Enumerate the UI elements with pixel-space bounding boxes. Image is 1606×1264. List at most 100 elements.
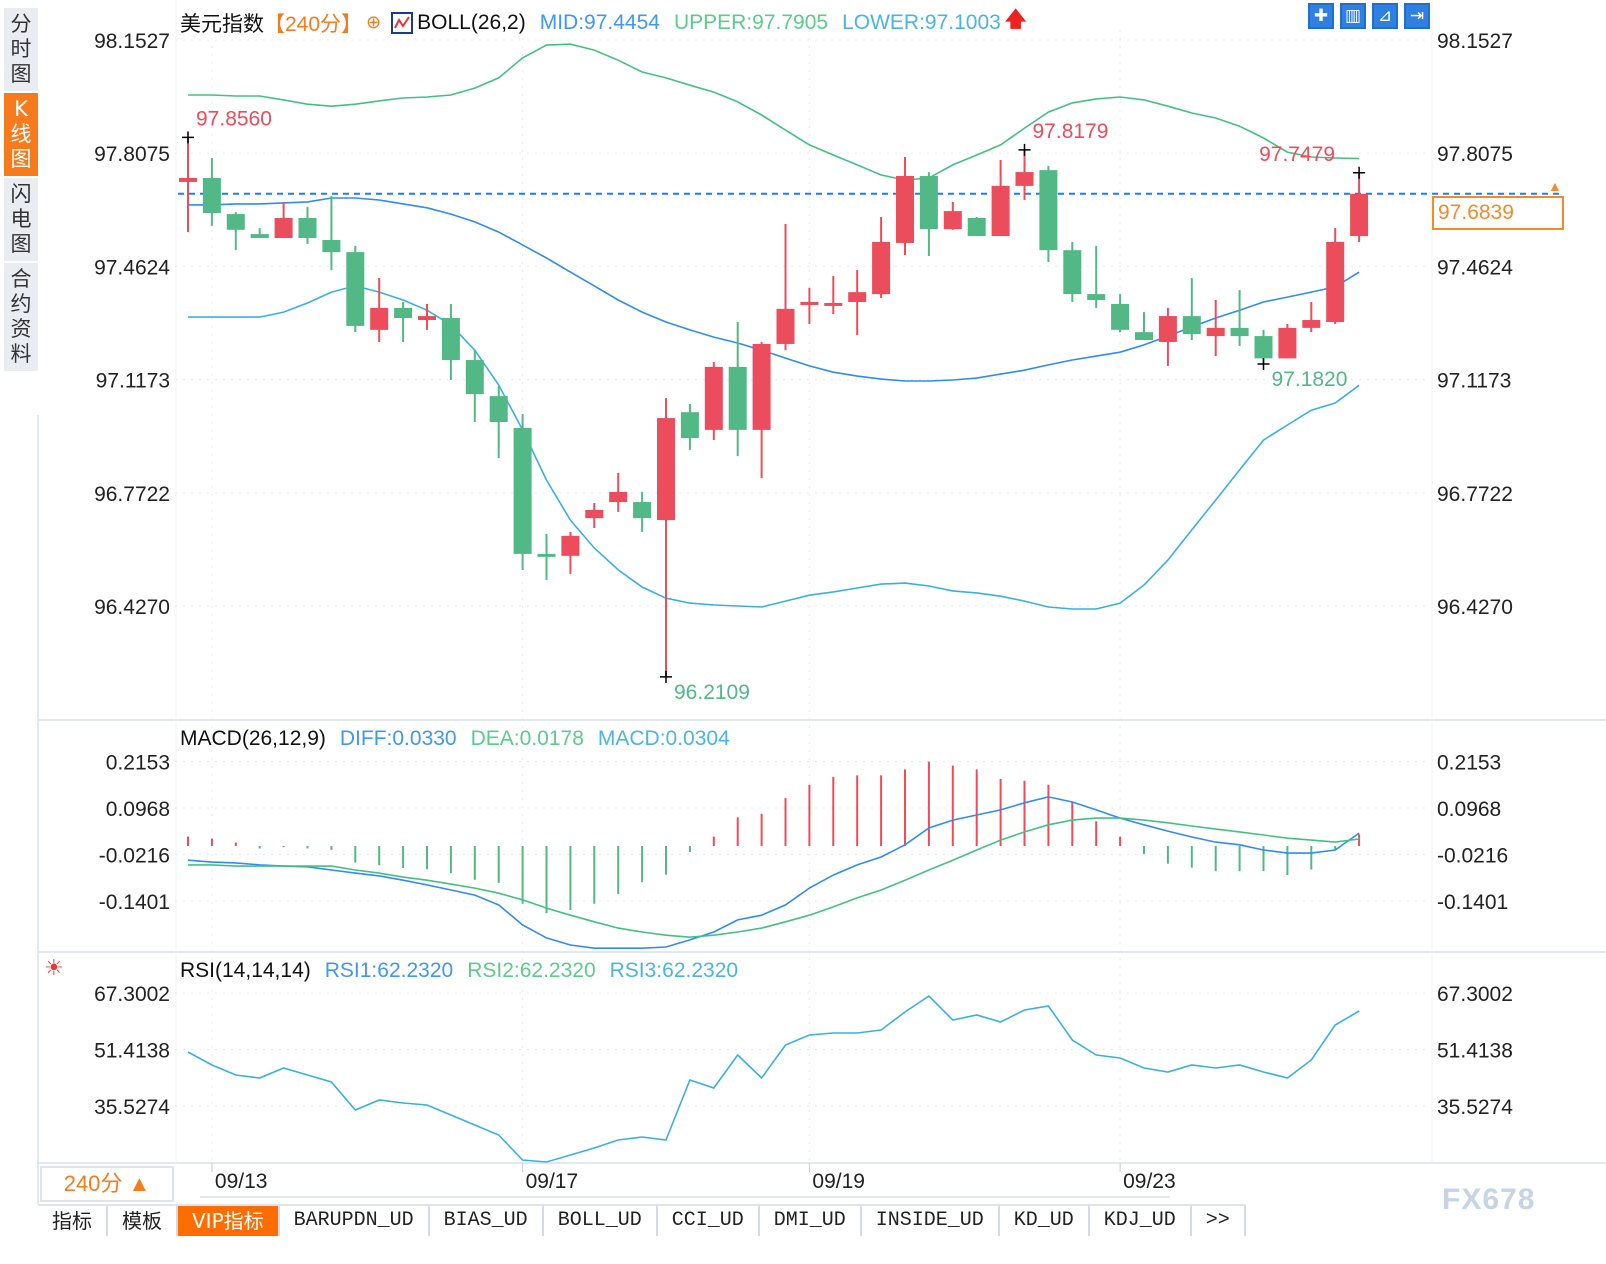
candle-body xyxy=(752,343,771,430)
candle xyxy=(1302,301,1321,333)
tab-boll[interactable]: BOLL_UD xyxy=(544,1206,658,1236)
chart-icon[interactable] xyxy=(391,11,414,34)
candle-body xyxy=(609,491,628,503)
candle xyxy=(1230,290,1249,346)
candle xyxy=(1278,323,1297,359)
y-tick-label-left: 96.7722 xyxy=(94,483,170,506)
candle xyxy=(1206,300,1225,357)
candle-body xyxy=(919,176,938,230)
candle-body xyxy=(561,535,580,556)
x-tick-label: 09/23 xyxy=(1123,1170,1176,1193)
side-tab-intraday[interactable]: 分时图 xyxy=(4,8,38,93)
watermark-logo: FX678 xyxy=(1442,1183,1536,1216)
candle-body xyxy=(202,177,221,214)
rsi2-value: RSI2:62.2320 xyxy=(467,959,596,982)
circle-plus-icon[interactable]: ⊕ xyxy=(366,12,382,32)
tab-cci[interactable]: CCI_UD xyxy=(658,1206,760,1236)
candle xyxy=(752,341,771,479)
candle xyxy=(896,156,914,256)
candle-body xyxy=(346,252,365,326)
zoom-chart-icon[interactable]: ⊿ xyxy=(1372,3,1398,29)
candle xyxy=(633,491,652,532)
symbol-name: 美元指数 xyxy=(180,12,264,36)
tab-inside[interactable]: INSIDE_UD xyxy=(862,1206,1000,1236)
candle-body xyxy=(179,177,197,182)
tab-kdj[interactable]: KDJ_UD xyxy=(1090,1206,1192,1236)
y-tick-label-left: 67.3002 xyxy=(94,983,170,1006)
macd-diff-line xyxy=(187,796,1360,950)
candle xyxy=(1111,294,1130,333)
tab-dmi[interactable]: DMI_UD xyxy=(760,1206,862,1236)
chart-canvas[interactable]: 09/13 09/17 09/19 09/23 98.1527 98.1527 97.807… xyxy=(0,0,1606,1204)
candle-body xyxy=(394,307,413,319)
macd-name: MACD(26,12,9) xyxy=(180,727,326,750)
extreme-marker xyxy=(1257,357,1270,370)
candle xyxy=(394,301,413,342)
tab-kd[interactable]: KD_UD xyxy=(1000,1206,1090,1236)
candle-body xyxy=(704,366,723,430)
y-tick-label-right: -0.0216 xyxy=(1437,845,1508,868)
tab-indicators[interactable]: 指标 xyxy=(38,1206,108,1236)
side-tab-contract-info[interactable]: 合约资料 xyxy=(4,263,38,373)
scroll-to-price-icon[interactable]: ▲ xyxy=(1548,178,1562,194)
sidebar: 分时图 K线图 闪电图 合约资料 xyxy=(4,8,38,373)
y-tick-label-left: 97.4624 xyxy=(94,256,170,279)
rsi3-value: RSI3:62.2320 xyxy=(609,959,739,982)
candle xyxy=(441,303,460,381)
candle xyxy=(872,217,891,299)
candle-body xyxy=(418,316,436,321)
red-up-arrow-icon[interactable]: 🡅 xyxy=(1004,8,1027,31)
macd-dea-line xyxy=(188,817,1360,939)
candle xyxy=(370,278,389,342)
tab-bias[interactable]: BIAS_UD xyxy=(430,1206,544,1236)
candle-body xyxy=(1326,241,1345,322)
crosshair-icon[interactable]: ✚ xyxy=(1308,3,1334,29)
tab-more[interactable]: >> xyxy=(1192,1206,1246,1236)
candle-body xyxy=(943,211,962,230)
y-tick-label-right: 35.5274 xyxy=(1437,1096,1513,1119)
candle-body xyxy=(1278,327,1297,359)
period-selector[interactable]: 240分 ▲ xyxy=(40,1166,174,1202)
macd-header: MACD(26,12,9) DIFF:0.0330 DEA:0.0178 MAC… xyxy=(180,727,744,751)
candle xyxy=(1326,228,1345,324)
candle xyxy=(967,217,986,237)
candle-body xyxy=(824,302,843,306)
candle xyxy=(943,201,962,230)
candle xyxy=(1087,245,1106,308)
candle xyxy=(537,533,556,581)
low-price-label: 97.1820 xyxy=(1272,368,1348,391)
candle-body xyxy=(1350,193,1369,237)
candle-body xyxy=(537,553,556,557)
rsi-name: RSI(14,14,14) xyxy=(180,959,311,982)
side-tab-flash[interactable]: 闪电图 xyxy=(4,178,38,263)
y-tick-label-right: 0.0968 xyxy=(1437,798,1501,821)
candle-body xyxy=(1206,327,1225,337)
sun-icon[interactable]: ☀ xyxy=(44,955,64,980)
tab-vip-indicators[interactable]: VIP指标 xyxy=(178,1206,280,1236)
y-tick-label-left: 96.4270 xyxy=(94,596,170,619)
indicator-tabs: 指标 模板 VIP指标 BARUPDN_UD BIAS_UD BOLL_UD C… xyxy=(38,1204,1246,1236)
period-label: 【240分】 xyxy=(264,12,363,36)
y-tick-label-right: 67.3002 xyxy=(1437,983,1513,1006)
candle-body xyxy=(776,308,795,344)
chart-toolbar: ✚ ▥ ⊿ ⇥ xyxy=(1308,3,1430,29)
bar-chart-icon[interactable]: ▥ xyxy=(1340,3,1366,29)
exit-icon[interactable]: ⇥ xyxy=(1404,3,1430,29)
y-tick-label-left: 98.1527 xyxy=(94,30,170,53)
candle-body xyxy=(1158,316,1177,342)
side-tab-kline[interactable]: K线图 xyxy=(4,93,38,178)
high-price-label: 97.8560 xyxy=(196,107,272,130)
candle xyxy=(585,503,604,528)
y-tick-label-right: 97.4624 xyxy=(1437,256,1513,279)
x-tick-label: 09/17 xyxy=(526,1170,579,1193)
candle xyxy=(513,414,532,570)
candle xyxy=(322,196,341,271)
tab-templates[interactable]: 模板 xyxy=(108,1206,178,1236)
tab-barupdn[interactable]: BARUPDN_UD xyxy=(280,1206,430,1236)
candle-body xyxy=(1254,336,1273,359)
candle-body xyxy=(680,412,699,439)
candle-body xyxy=(967,218,986,237)
candle xyxy=(991,159,1010,237)
candle-body xyxy=(800,301,819,305)
rsi-header: RSI(14,14,14) RSI1:62.2320 RSI2:62.2320 … xyxy=(180,959,752,983)
